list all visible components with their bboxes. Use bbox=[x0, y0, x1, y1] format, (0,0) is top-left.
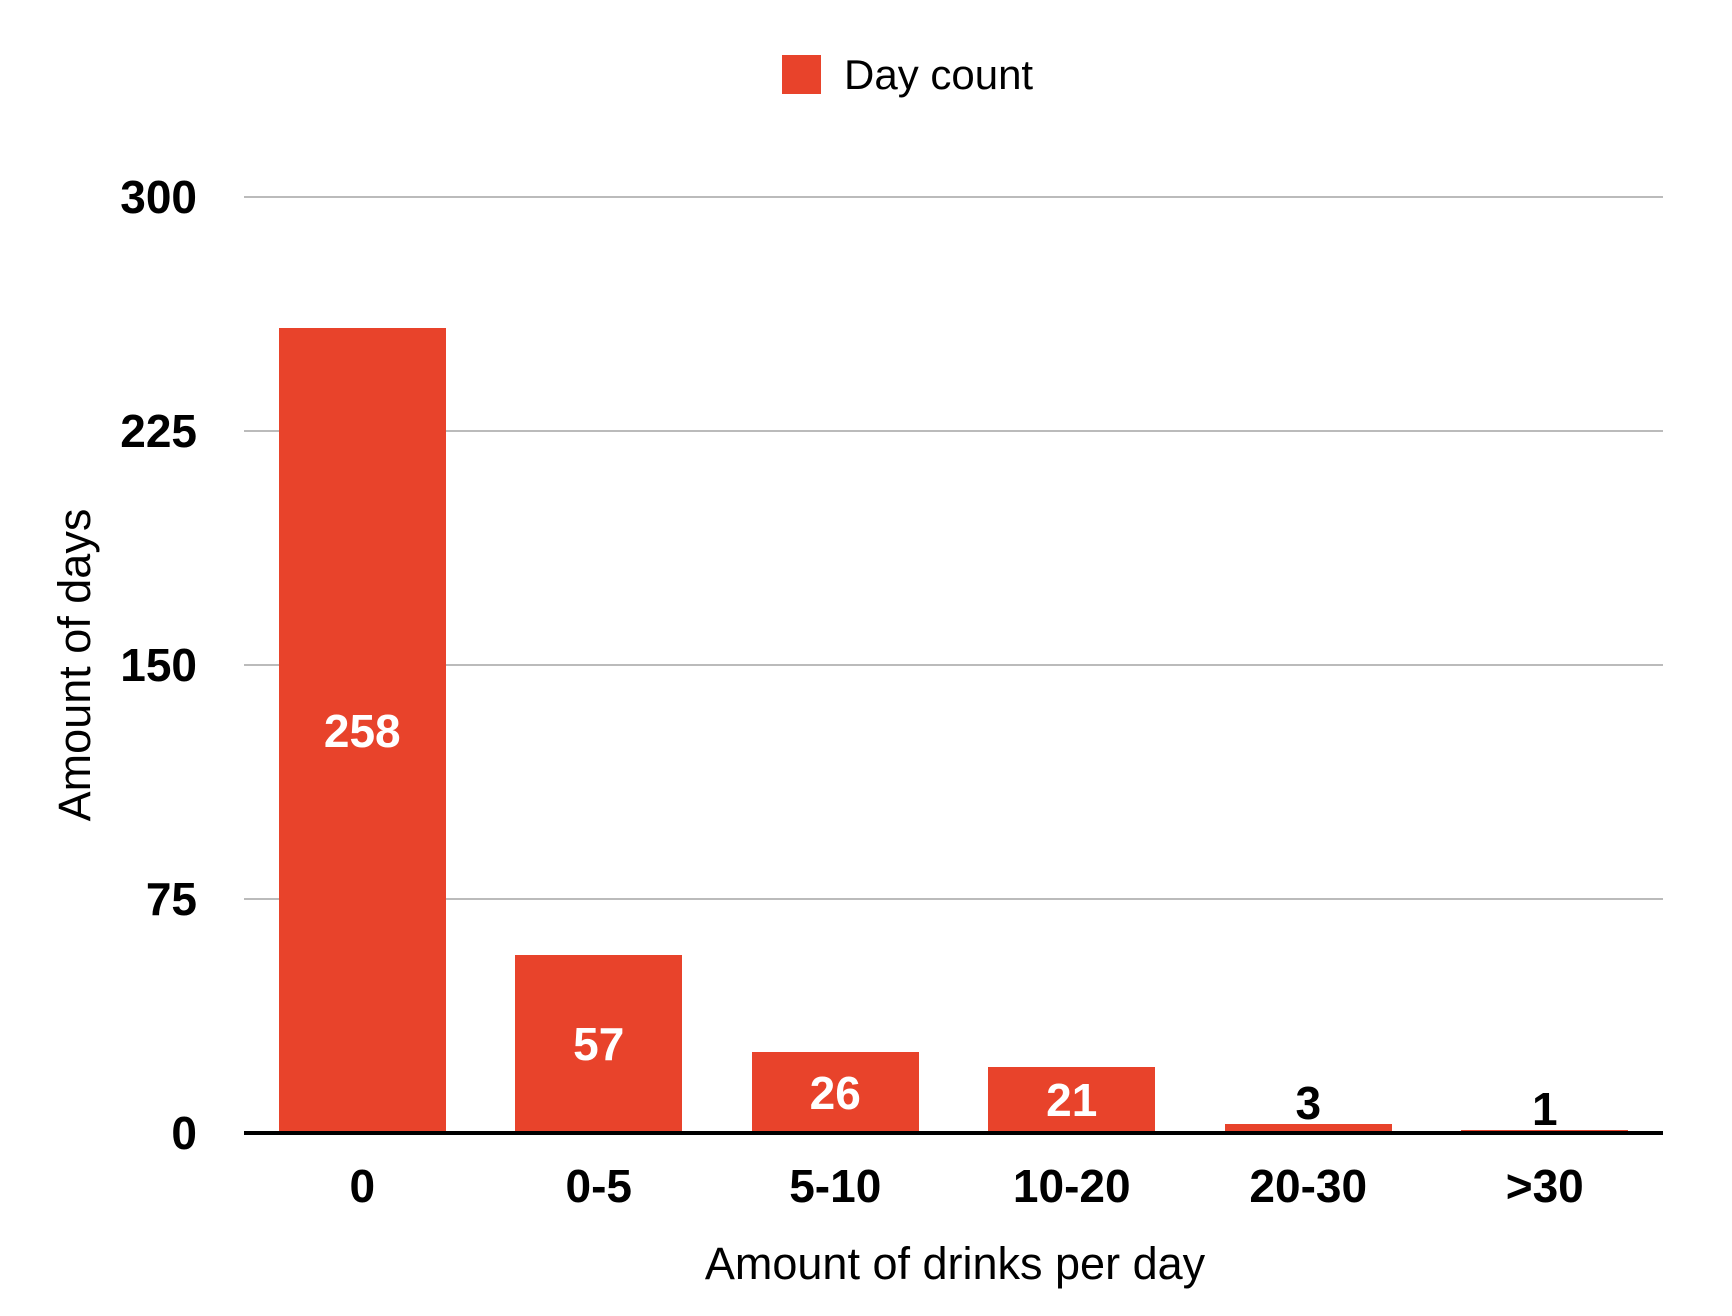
x-tick-label-0-5: 0-5 bbox=[565, 1160, 632, 1212]
bar-value-label-above: 3 bbox=[1295, 1077, 1322, 1129]
legend-label: Day count bbox=[844, 51, 1034, 98]
x-tick-label-10-20: 10-20 bbox=[1012, 1160, 1131, 1212]
y-tick-label-225: 225 bbox=[120, 405, 197, 457]
bar-value-label-above: 1 bbox=[1531, 1083, 1558, 1135]
y-tick-label-150: 150 bbox=[120, 639, 197, 691]
legend-swatch-icon bbox=[782, 54, 821, 94]
y-tick-label-75: 75 bbox=[145, 873, 197, 925]
bar-5-10 bbox=[751, 1052, 919, 1133]
bar-value-label-inside: 21 bbox=[1046, 1074, 1098, 1126]
legend: Day count bbox=[782, 52, 1033, 96]
gridline-75 bbox=[244, 898, 1663, 900]
bar-value-label-inside: 57 bbox=[573, 1018, 625, 1070]
gridline-300 bbox=[244, 196, 1663, 198]
x-tick-label-20-30: 20-30 bbox=[1249, 1160, 1368, 1212]
x-axis-line bbox=[244, 1131, 1663, 1135]
bar-10-20 bbox=[988, 1067, 1156, 1133]
x-axis-title: Amount of drinks per day bbox=[704, 1238, 1206, 1289]
bar-0 bbox=[278, 328, 446, 1133]
y-tick-label-300: 300 bbox=[120, 171, 197, 223]
y-tick-label-0: 0 bbox=[171, 1107, 197, 1159]
bar-value-label-inside: 258 bbox=[323, 704, 401, 757]
gridline-150 bbox=[244, 664, 1663, 666]
x-tick-label-5-10: 5-10 bbox=[789, 1160, 882, 1212]
x-tick-label->30: >30 bbox=[1505, 1160, 1584, 1212]
bar-20-30 bbox=[1224, 1124, 1392, 1133]
bar-value-label-inside: 26 bbox=[809, 1066, 861, 1119]
gridline-225 bbox=[244, 430, 1663, 432]
bar-0-5 bbox=[515, 955, 683, 1133]
x-tick-label-0: 0 bbox=[349, 1160, 376, 1212]
